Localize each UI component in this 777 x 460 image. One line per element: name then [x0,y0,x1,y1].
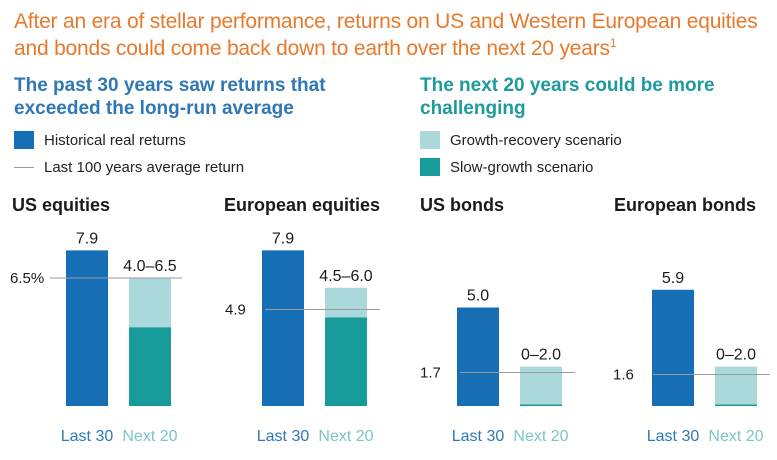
category-label-next: Next 20 [708,428,763,445]
legend-average-line [14,166,34,168]
headline-text: After an era of stellar performance, ret… [14,10,758,60]
average-value-label: 1.6 [613,366,634,383]
legend-slow-growth: Slow-growth scenario [420,158,593,176]
category-label-next: Next 20 [513,428,568,445]
growth-recovery-bar [715,366,757,405]
panel-title: US equities [12,195,110,215]
panel-title: European equities [224,195,380,215]
category-label-last: Last 30 [647,428,700,445]
legend-growth-recovery-label: Growth-recovery scenario [450,131,622,149]
historical-value-label: 5.0 [467,288,489,305]
legend-slow-growth-swatch [420,158,440,176]
legend-average: Last 100 years average return [14,158,244,176]
scenario-range-label: 4.5–6.0 [319,268,372,285]
growth-recovery-bar [325,287,367,318]
slow-growth-bar [715,404,757,406]
footnote-marker: 1 [609,36,617,50]
historical-bar [262,250,304,406]
left-subhead: The past 30 years saw returns that excee… [14,75,326,119]
scenario-range-label: 4.0–6.5 [123,258,176,275]
scenario-range-label: 0–2.0 [521,347,561,364]
historical-bar [66,250,108,406]
panel-title: European bonds [614,195,756,215]
headline: After an era of stellar performance, ret… [14,8,774,62]
legend-average-label: Last 100 years average return [44,158,245,176]
historical-bar [457,307,499,406]
historical-value-label: 7.9 [272,230,294,247]
category-label-last: Last 30 [452,428,505,445]
legend-historical-swatch [14,131,34,149]
historical-bar [652,289,694,406]
slow-growth-bar [520,404,562,406]
legend-slow-growth-label: Slow-growth scenario [450,158,594,176]
average-value-label: 6.5% [10,270,44,287]
legend-growth-recovery-swatch [420,131,440,149]
growth-recovery-bar [129,277,171,328]
category-label-last: Last 30 [257,428,310,445]
scenario-range-label: 0–2.0 [716,347,756,364]
slow-growth-bar [325,317,367,406]
legend-growth-recovery: Growth-recovery scenario [420,131,622,149]
historical-value-label: 7.9 [76,230,98,247]
historical-value-label: 5.9 [662,270,684,287]
average-value-label: 4.9 [225,301,246,318]
right-subhead: The next 20 years could be more challeng… [420,75,715,119]
category-label-next: Next 20 [318,428,373,445]
legend-historical: Historical real returns [14,131,186,149]
slow-growth-bar [129,327,171,406]
legend-historical-label: Historical real returns [44,131,186,149]
panel-title: US bonds [420,195,504,215]
category-label-last: Last 30 [61,428,114,445]
category-label-next: Next 20 [122,428,177,445]
average-value-label: 1.7 [420,365,441,382]
